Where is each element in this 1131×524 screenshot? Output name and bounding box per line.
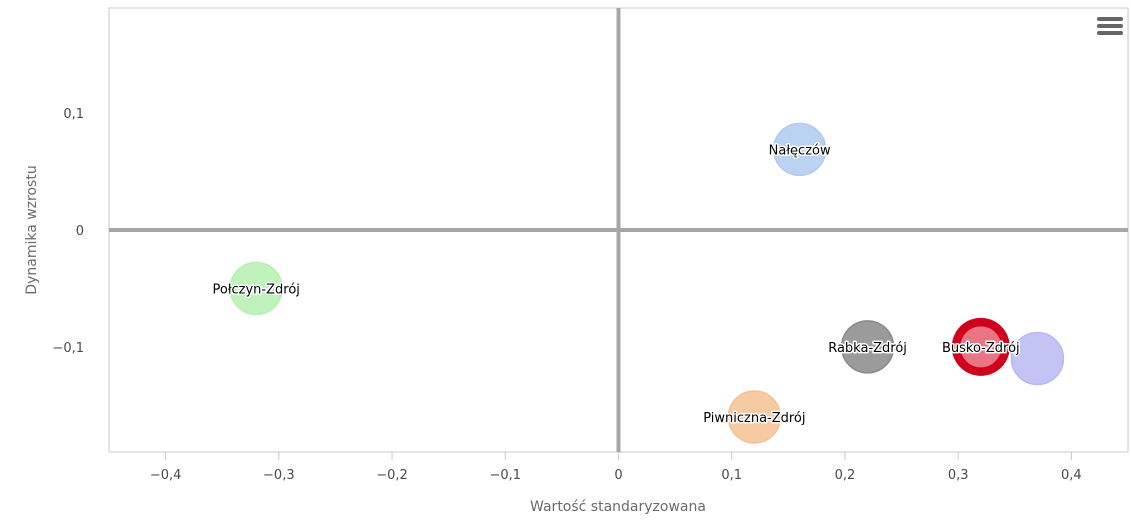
hamburger-menu-icon <box>1097 17 1123 35</box>
x-tick-label: 0,3 <box>948 468 969 483</box>
x-tick-label: 0 <box>614 468 622 483</box>
bubble[interactable] <box>960 326 1002 368</box>
bubble-label: Nałęczów <box>769 143 831 158</box>
y-tick-label: 0 <box>76 224 84 239</box>
bubble-label: Busko-Zdrój <box>942 341 1020 356</box>
chart-menu-button[interactable] <box>1094 14 1126 39</box>
bubble-labels: Nałęczów Połczyn-Zdrój Rabka-Zdrój Busko-Zd… <box>211 142 1021 428</box>
bubbles <box>229 122 1065 444</box>
x-tick-label: 0,4 <box>1061 468 1082 483</box>
x-tick-label: 0,2 <box>835 468 856 483</box>
bubble[interactable] <box>727 390 782 444</box>
bubble[interactable] <box>229 261 283 316</box>
x-tick-label: −0,1 <box>489 468 521 483</box>
x-tick-label: −0,2 <box>376 468 408 483</box>
y-axis-ticks: 0,1 0 −0,1 <box>52 107 84 356</box>
x-axis-ticks: −0,4 −0,3 −0,2 −0,1 0 0,1 0,2 0,3 0,4 <box>150 452 1082 483</box>
x-tick-label: 0,1 <box>721 468 742 483</box>
bubble[interactable] <box>840 320 895 374</box>
y-axis-title: Dynamika wzrostu <box>24 165 40 294</box>
x-tick-label: −0,3 <box>263 468 295 483</box>
bubble-label: Połczyn-Zdrój <box>212 282 299 297</box>
bubble[interactable] <box>1010 331 1065 386</box>
x-axis-title: Wartość standaryzowana <box>530 499 706 515</box>
y-tick-label: 0,1 <box>63 107 84 122</box>
x-tick-label: −0,4 <box>150 468 182 483</box>
y-tick-label: −0,1 <box>52 341 84 356</box>
bubble[interactable] <box>772 122 827 177</box>
bubble-label: Rabka-Zdrój <box>828 341 907 356</box>
bubble-label: Piwniczna-Zdrój <box>703 411 805 426</box>
quadrant-lines <box>109 8 1128 452</box>
